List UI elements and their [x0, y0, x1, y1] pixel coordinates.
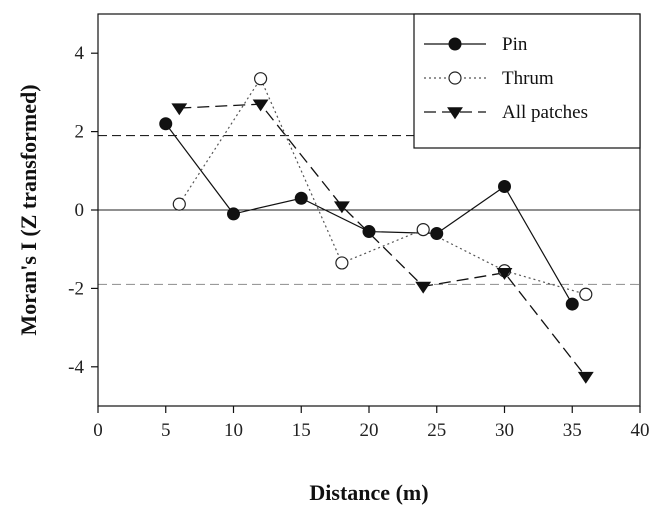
data-point-series-0: [430, 227, 444, 241]
x-tick-label: 15: [292, 420, 311, 441]
data-point-series-0: [159, 117, 173, 131]
legend-marker-2: [447, 107, 463, 120]
legend-marker-1: [448, 71, 462, 85]
y-tick-label: -4: [68, 357, 84, 378]
y-axis-title: Moran's I (Z transformed): [16, 84, 41, 335]
legend: Pin Thrum All patches: [413, 13, 641, 149]
data-point-series-2: [496, 268, 513, 280]
x-axis-title: Distance (m): [309, 480, 428, 505]
x-axis: 0 5 10 15 20 25 30 35 40: [93, 406, 650, 441]
data-point-series-2: [171, 103, 188, 116]
x-tick-label: 5: [161, 420, 171, 441]
data-point-series-2: [577, 371, 594, 384]
x-tick-label: 40: [631, 420, 650, 441]
y-axis: -4 -2 0 2 4: [68, 43, 98, 378]
data-point-series-2: [252, 99, 269, 112]
x-tick-label: 20: [360, 420, 379, 441]
data-point-series-2: [415, 281, 432, 294]
data-point-series-1: [416, 223, 430, 237]
x-tick-label: 30: [495, 420, 514, 441]
data-point-series-0: [294, 191, 308, 205]
data-point-series-1: [254, 72, 268, 86]
x-tick-label: 35: [563, 420, 582, 441]
data-point-series-2: [333, 201, 350, 214]
y-tick-label: -2: [68, 278, 84, 299]
legend-label-2: All patches: [502, 102, 588, 123]
x-tick-label: 0: [93, 420, 103, 441]
data-point-series-0: [498, 179, 511, 193]
x-tick-label: 10: [224, 420, 243, 441]
data-point-series-0: [227, 207, 240, 221]
x-tick-label: 25: [427, 420, 446, 441]
y-tick-label: 4: [75, 43, 85, 64]
series-markers: [159, 72, 594, 384]
data-point-series-1: [172, 197, 186, 211]
data-point-series-0: [362, 225, 376, 239]
y-tick-label: 2: [75, 122, 85, 143]
legend-marker-0: [448, 37, 462, 51]
y-tick-label: 0: [75, 200, 85, 221]
data-point-series-1: [335, 256, 349, 270]
data-point-series-1: [579, 287, 593, 301]
legend-label-1: Thrum: [502, 68, 554, 89]
data-point-series-0: [565, 297, 579, 311]
legend-label-0: Pin: [502, 34, 528, 55]
